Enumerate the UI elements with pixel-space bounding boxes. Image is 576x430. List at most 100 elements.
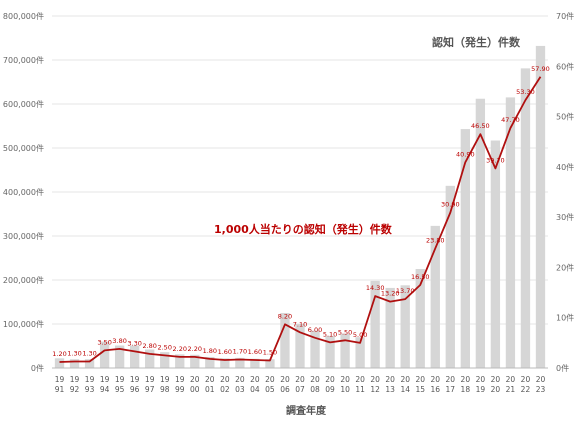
x-tick-label: 21 (506, 385, 516, 394)
x-tick-label: 20 (521, 375, 531, 384)
x-tick-label: 06 (280, 385, 290, 394)
data-label: 40.90 (456, 150, 475, 158)
left-tick-label: 200,000件 (3, 275, 44, 285)
data-label: 1.70 (233, 347, 247, 355)
x-tick-label: 19 (70, 375, 80, 384)
x-tick-label: 20 (190, 375, 200, 384)
x-tick-label: 00 (190, 385, 200, 394)
left-tick-label: 400,000件 (3, 187, 44, 197)
data-label: 39.70 (486, 156, 505, 164)
x-tick-label: 16 (430, 385, 440, 394)
x-tick-label: 11 (355, 385, 365, 394)
x-tick-label: 17 (446, 385, 456, 394)
x-tick-label: 96 (130, 385, 140, 394)
data-label: 7.10 (293, 320, 307, 328)
data-label: 5.00 (353, 331, 367, 339)
data-label: 2.80 (142, 342, 156, 350)
data-label: 13.20 (381, 290, 400, 298)
x-tick-label: 05 (265, 385, 275, 394)
x-tick-label: 20 (310, 375, 320, 384)
x-tick-label: 97 (145, 385, 155, 394)
x-tick-label: 19 (115, 375, 125, 384)
bar (505, 97, 516, 369)
x-tick-label: 14 (400, 385, 410, 394)
left-tick-label: 600,000件 (3, 99, 44, 109)
data-label: 1.30 (82, 349, 96, 357)
bar (69, 359, 80, 368)
data-label: 8.20 (278, 312, 292, 320)
x-tick-label: 18 (461, 385, 471, 394)
bar (130, 345, 140, 368)
bar (145, 349, 155, 368)
x-tick-label: 01 (205, 385, 215, 394)
x-tick-label: 20 (446, 375, 456, 384)
bar (280, 313, 290, 368)
data-label: 1.80 (203, 347, 217, 355)
x-tick-label: 19 (175, 375, 185, 384)
bar (520, 68, 531, 369)
bar (205, 357, 215, 368)
bar (370, 280, 380, 368)
bar (385, 287, 395, 368)
x-tick-label: 20 (476, 375, 486, 384)
left-tick-label: 300,000件 (3, 231, 44, 241)
data-label: 1.30 (67, 349, 81, 357)
x-tick-label: 20 (506, 375, 516, 384)
data-labels: 1.20 1.30 1.303.50 3.80 3.30 2.80 2.50 2.20 2.20… (52, 65, 550, 358)
bar (235, 357, 245, 368)
x-tick-label: 08 (310, 385, 320, 394)
data-label: 2.20 (173, 345, 187, 353)
x-tick-label: 19 (145, 375, 155, 384)
data-label: 53.30 (516, 88, 535, 96)
bar (460, 129, 470, 368)
x-tick-label: 19 (100, 375, 110, 384)
bar (54, 358, 65, 368)
right-tick-label: 70件 (556, 11, 574, 21)
data-label: 3.80 (112, 337, 126, 345)
right-tick-label: 30件 (556, 212, 574, 222)
x-axis-label: 調査年度 (286, 404, 327, 417)
bar (99, 341, 110, 368)
grid-lines (52, 15, 548, 369)
x-tick-label: 98 (160, 385, 170, 394)
bar (430, 225, 440, 368)
x-tick-label: 20 (325, 375, 335, 384)
x-tick-label: 20 (220, 375, 230, 384)
bar-series (54, 45, 546, 369)
right-tick-label: 40件 (556, 162, 574, 172)
x-tick-label: 20 (491, 385, 501, 394)
data-label: 2.50 (157, 343, 171, 351)
x-tick-label: 20 (400, 375, 410, 384)
bar (160, 352, 170, 368)
x-tick-label: 20 (385, 375, 395, 384)
x-tick-label: 19 (130, 375, 140, 384)
bar (490, 140, 501, 368)
x-tick-label: 20 (295, 375, 305, 384)
left-axis: 0件 100,000件 200,000件 300,000件 400,000件 500,00… (3, 11, 44, 373)
x-tick-label: 20 (205, 375, 215, 384)
bar (265, 359, 275, 368)
data-label: 3.50 (97, 338, 111, 346)
bar (84, 359, 95, 368)
x-tick-label: 92 (70, 385, 80, 394)
x-tick-label: 20 (491, 375, 501, 384)
data-label: 16.50 (411, 273, 430, 281)
bar-series-title: 認知（発生）件数 (432, 35, 521, 49)
x-tick-label: 99 (175, 385, 185, 394)
x-tick-label: 95 (115, 385, 125, 394)
data-label: 1.50 (263, 348, 277, 356)
x-tick-label: 19 (55, 375, 65, 384)
x-tick-label: 20 (250, 375, 260, 384)
x-tick-label: 20 (355, 375, 365, 384)
series-line (59, 76, 542, 363)
x-tick-label: 91 (55, 385, 65, 394)
data-label: 1.60 (248, 348, 262, 356)
bar (310, 330, 320, 368)
x-tick-label: 02 (220, 385, 230, 394)
x-tick-label: 20 (235, 375, 245, 384)
bar (190, 354, 200, 368)
bar (340, 333, 350, 368)
x-tick-label: 23 (536, 385, 546, 394)
right-tick-label: 0件 (556, 363, 569, 373)
